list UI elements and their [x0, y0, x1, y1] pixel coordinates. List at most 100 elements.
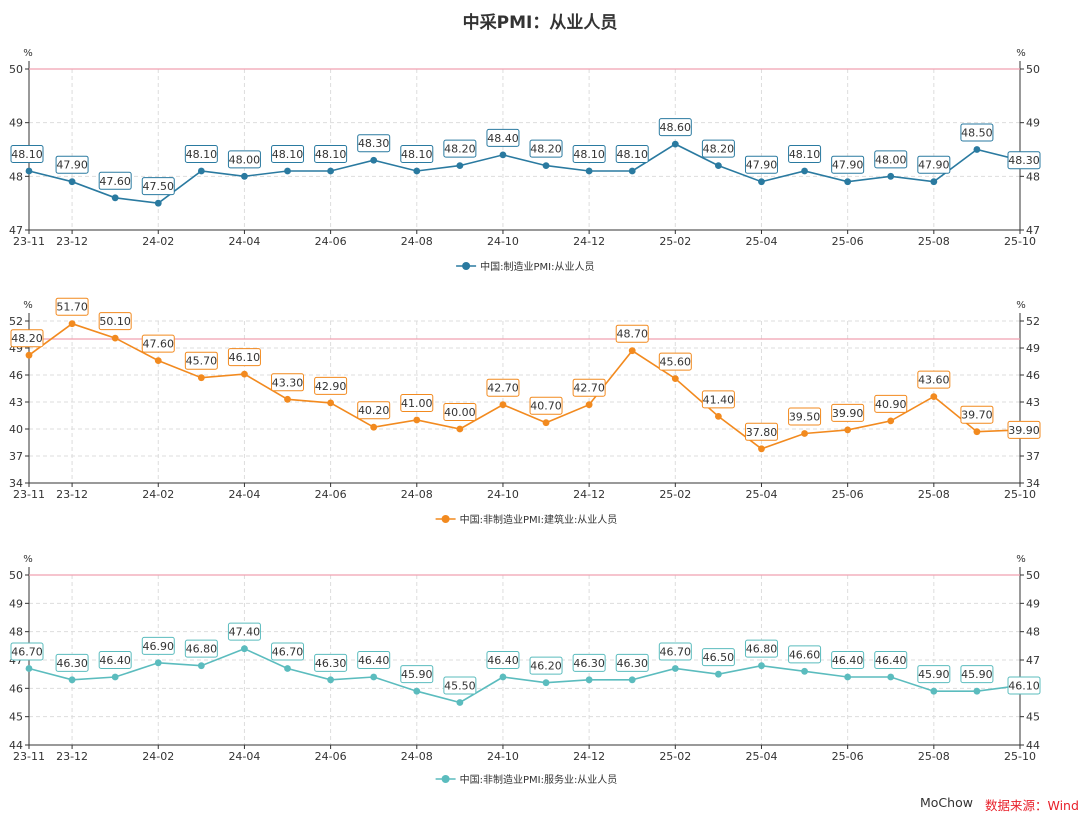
- data-label-box: [98, 171, 132, 190]
- chart-panel-1: % % 47 47 48 48 49 49 50 50 23-11 23-12 24-02 24-04 24…: [9, 48, 1041, 273]
- data-label-text: 47.90: [56, 159, 88, 172]
- unit-label-right: %: [1016, 554, 1026, 565]
- data-label: 39.90: [1007, 420, 1041, 439]
- x-tick-label: 25-02: [659, 750, 691, 763]
- y-tick-label-left: 52: [9, 315, 23, 328]
- data-point: [758, 662, 765, 670]
- footer-source: 数据来源：Wind: [985, 798, 1079, 813]
- data-label-box: [788, 407, 822, 426]
- series-line: [28, 647, 1021, 704]
- data-point: [370, 673, 378, 681]
- data-point: [456, 699, 464, 706]
- data-point: [370, 156, 378, 164]
- data-label-text: 48.10: [573, 148, 605, 161]
- data-label-text: 48.10: [11, 148, 43, 161]
- data-label-box: [314, 144, 348, 163]
- data-label-text: 46.40: [358, 654, 390, 667]
- x-tick-label: 25-06: [832, 488, 864, 501]
- data-label: 39.90: [831, 403, 865, 422]
- data-label-box: [55, 653, 89, 672]
- data-point: [844, 426, 852, 434]
- legend: 中国:非制造业PMI:建筑业:从业人员: [435, 513, 618, 526]
- data-label-text: 48.20: [530, 143, 562, 156]
- data-label: 41.40: [701, 390, 735, 409]
- data-point: [154, 357, 162, 364]
- data-label: 40.20: [357, 401, 391, 420]
- data-label-text: 46.30: [315, 657, 347, 670]
- data-point: [413, 687, 421, 695]
- x-tick-label: 24-02: [142, 750, 174, 763]
- legend-label: 中国:非制造业PMI:建筑业:从业人员: [460, 513, 618, 526]
- data-point: [111, 334, 119, 342]
- y-tick-label-right: 50: [1026, 63, 1040, 76]
- data-label: 39.70: [960, 405, 994, 424]
- y-tick-label-left: 47: [9, 224, 23, 237]
- data-label-text: 43.60: [918, 374, 950, 387]
- data-label-text: 46.20: [530, 660, 562, 673]
- data-point: [585, 676, 593, 684]
- y-tick-label-left: 50: [9, 63, 23, 76]
- data-label: 47.90: [744, 155, 778, 174]
- data-label: 46.50: [701, 648, 735, 667]
- data-point: [930, 687, 938, 695]
- data-label-text: 46.70: [11, 646, 43, 659]
- data-label-text: 48.30: [1008, 154, 1040, 167]
- x-tick-label: 25-04: [745, 750, 777, 763]
- data-point: [284, 395, 291, 403]
- data-label: 48.60: [658, 118, 692, 137]
- data-label-text: 47.60: [99, 175, 131, 188]
- data-label-text: 41.40: [703, 393, 735, 406]
- data-label: 46.40: [831, 651, 865, 669]
- x-tick-label: 24-04: [228, 750, 260, 763]
- data-point: [327, 399, 335, 407]
- data-label-text: 50.10: [99, 315, 131, 328]
- legend-marker: [441, 515, 450, 523]
- x-tick-label: 23-11: [13, 488, 45, 501]
- x-tick-label: 24-06: [315, 235, 347, 248]
- data-label: 40.00: [443, 403, 477, 421]
- x-tick-label: 25-06: [832, 750, 864, 763]
- y-tick-label-right: 52: [1026, 315, 1040, 328]
- data-label-text: 46.70: [660, 646, 692, 659]
- data-label: 48.40: [486, 128, 520, 147]
- y-tick-label-right: 47: [1026, 654, 1040, 667]
- data-label-text: 46.30: [56, 657, 88, 670]
- data-label-box: [271, 642, 305, 661]
- series-line: [28, 322, 1021, 450]
- data-point: [844, 178, 852, 186]
- data-label-box: [357, 134, 391, 153]
- data-label: 46.10: [1007, 676, 1041, 695]
- data-label-box: [960, 123, 994, 142]
- data-point: [887, 172, 895, 180]
- chart-panel-2: %%343437374040434346464949525223-1123-12…: [9, 297, 1041, 526]
- data-label-box: [960, 405, 994, 424]
- x-tick-label: 24-08: [401, 750, 433, 763]
- data-label-text: 47.50: [143, 180, 175, 193]
- y-tick-label-right: 49: [1026, 117, 1040, 130]
- data-point: [628, 347, 636, 355]
- x-tick-label: 24-12: [573, 750, 605, 763]
- data-label: 48.50: [960, 123, 994, 142]
- data-label: 45.50: [443, 676, 477, 695]
- data-point: [456, 425, 464, 433]
- data-label: 48.20: [443, 139, 477, 158]
- data-label: 40.90: [874, 394, 908, 413]
- legend-marker: [441, 775, 450, 783]
- x-tick-label: 23-12: [56, 235, 88, 248]
- legend: 中国:制造业PMI:从业人员: [456, 260, 594, 273]
- data-point: [499, 151, 507, 159]
- x-tick-label: 23-11: [13, 750, 45, 763]
- data-label: 46.40: [874, 651, 908, 669]
- data-label: 48.10: [314, 144, 348, 163]
- data-label-box: [744, 155, 778, 174]
- data-label-box: [10, 329, 44, 348]
- data-label-text: 40.00: [444, 406, 476, 419]
- data-label: 48.30: [1007, 151, 1041, 170]
- data-label-box: [443, 676, 477, 695]
- data-label: 45.60: [658, 352, 692, 371]
- data-label-box: [55, 155, 89, 174]
- data-label: 46.90: [141, 636, 175, 655]
- data-label-box: [357, 401, 391, 420]
- data-label-box: [227, 622, 261, 641]
- data-label-box: [184, 144, 218, 163]
